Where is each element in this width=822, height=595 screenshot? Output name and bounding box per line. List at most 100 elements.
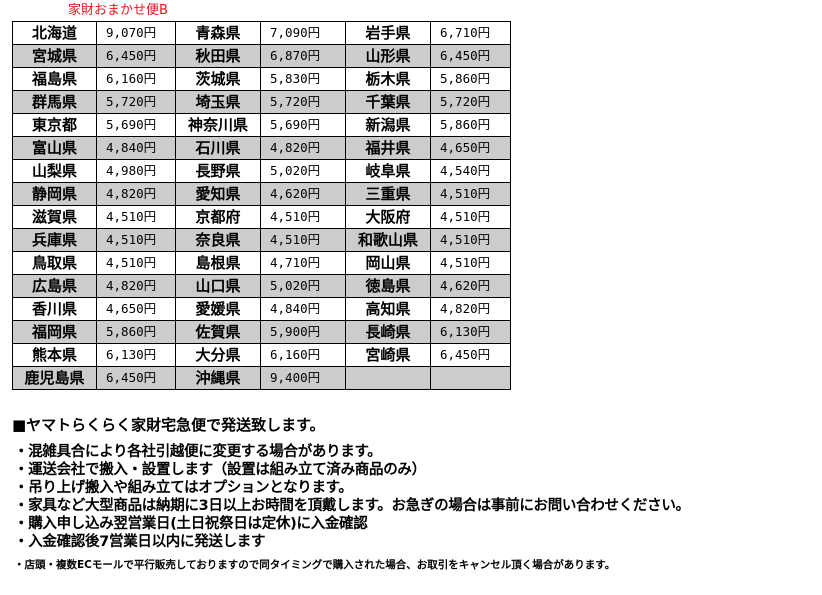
price-cell: 5,690円 <box>260 113 346 137</box>
price-cell <box>430 366 511 390</box>
shipping-plan-title: 家財おまかせ便B <box>68 3 168 18</box>
table-row: 山梨県 4,980円 長野県 5,020円 岐阜県 4,540円 <box>12 159 511 183</box>
prefecture-cell: 島根県 <box>175 251 261 275</box>
table-row: 宮城県 6,450円 秋田県 6,870円 山形県 6,450円 <box>12 44 511 68</box>
prefecture-cell <box>345 366 431 390</box>
price-cell: 4,620円 <box>260 182 346 206</box>
prefecture-cell: 広島県 <box>12 274 97 298</box>
shipping-rate-table: 北海道 9,070円 青森県 7,090円 岩手県 6,710円 宮城県 6,450円 秋田県 6… <box>12 21 511 390</box>
prefecture-cell: 三重県 <box>345 182 431 206</box>
prefecture-cell: 高知県 <box>345 297 431 321</box>
price-cell: 5,860円 <box>96 320 176 344</box>
price-cell: 4,710円 <box>260 251 346 275</box>
price-cell: 4,980円 <box>96 159 176 183</box>
table-row: 福岡県 5,860円 佐賀県 5,900円 長崎県 6,130円 <box>12 320 511 344</box>
table-row: 静岡県 4,820円 愛知県 4,620円 三重県 4,510円 <box>12 182 511 206</box>
prefecture-cell: 鳥取県 <box>12 251 97 275</box>
prefecture-cell: 京都府 <box>175 205 261 229</box>
price-cell: 6,450円 <box>96 366 176 390</box>
prefecture-cell: 北海道 <box>12 21 97 45</box>
price-cell: 4,620円 <box>430 274 511 298</box>
price-cell: 5,720円 <box>430 90 511 114</box>
price-cell: 4,510円 <box>96 205 176 229</box>
prefecture-cell: 群馬県 <box>12 90 97 114</box>
prefecture-cell: 鹿児島県 <box>12 366 97 390</box>
note-item: ・混雑具合により各社引越便に変更する場合があります。 <box>14 444 382 460</box>
price-cell: 4,840円 <box>260 297 346 321</box>
prefecture-cell: 新潟県 <box>345 113 431 137</box>
table-row: 福島県 6,160円 茨城県 5,830円 栃木県 5,860円 <box>12 67 511 91</box>
prefecture-cell: 福岡県 <box>12 320 97 344</box>
table-row: 広島県 4,820円 山口県 5,020円 徳島県 4,620円 <box>12 274 511 298</box>
prefecture-cell: 茨城県 <box>175 67 261 91</box>
price-cell: 7,090円 <box>260 21 346 45</box>
prefecture-cell: 佐賀県 <box>175 320 261 344</box>
price-cell: 6,160円 <box>96 67 176 91</box>
prefecture-cell: 神奈川県 <box>175 113 261 137</box>
price-cell: 6,450円 <box>430 343 511 367</box>
prefecture-cell: 長崎県 <box>345 320 431 344</box>
prefecture-cell: 千葉県 <box>345 90 431 114</box>
price-cell: 6,450円 <box>430 44 511 68</box>
prefecture-cell: 富山県 <box>12 136 97 160</box>
table-row: 鳥取県 4,510円 島根県 4,710円 岡山県 4,510円 <box>12 251 511 275</box>
price-cell: 4,510円 <box>260 228 346 252</box>
prefecture-cell: 長野県 <box>175 159 261 183</box>
prefecture-cell: 青森県 <box>175 21 261 45</box>
prefecture-cell: 沖縄県 <box>175 366 261 390</box>
price-cell: 4,510円 <box>96 228 176 252</box>
prefecture-cell: 和歌山県 <box>345 228 431 252</box>
footnote: ・店頭・複数ECモールで平行販売しておりますので同タイミングで購入された場合、お… <box>14 559 616 571</box>
price-cell: 9,400円 <box>260 366 346 390</box>
prefecture-cell: 福島県 <box>12 67 97 91</box>
table-row: 滋賀県 4,510円 京都府 4,510円 大阪府 4,510円 <box>12 205 511 229</box>
price-cell: 6,450円 <box>96 44 176 68</box>
prefecture-cell: 岐阜県 <box>345 159 431 183</box>
shipping-notes-list: ・混雑具合により各社引越便に変更する場合があります。 ・運送会社で搬入・設置しま… <box>14 443 690 551</box>
price-cell: 5,830円 <box>260 67 346 91</box>
prefecture-cell: 香川県 <box>12 297 97 321</box>
price-cell: 6,870円 <box>260 44 346 68</box>
prefecture-cell: 栃木県 <box>345 67 431 91</box>
table-row: 兵庫県 4,510円 奈良県 4,510円 和歌山県 4,510円 <box>12 228 511 252</box>
prefecture-cell: 奈良県 <box>175 228 261 252</box>
shipping-heading: ■ヤマトらくらく家財宅急便で発送致します。 <box>12 416 325 434</box>
prefecture-cell: 山口県 <box>175 274 261 298</box>
price-cell: 5,690円 <box>96 113 176 137</box>
price-cell: 6,160円 <box>260 343 346 367</box>
price-cell: 4,510円 <box>430 182 511 206</box>
price-cell: 4,840円 <box>96 136 176 160</box>
prefecture-cell: 愛媛県 <box>175 297 261 321</box>
note-item: ・購入申し込み翌営業日(土日祝祭日は定休)に入金確認 <box>14 516 368 532</box>
table-row: 鹿児島県 6,450円 沖縄県 9,400円 <box>12 366 511 390</box>
price-cell: 4,820円 <box>430 297 511 321</box>
prefecture-cell: 山梨県 <box>12 159 97 183</box>
prefecture-cell: 愛知県 <box>175 182 261 206</box>
note-item: ・家具など大型商品は納期に3日以上お時間を頂戴します。お急ぎの場合は事前にお問い… <box>14 498 690 514</box>
table-row: 東京都 5,690円 神奈川県 5,690円 新潟県 5,860円 <box>12 113 511 137</box>
prefecture-cell: 岡山県 <box>345 251 431 275</box>
price-cell: 5,900円 <box>260 320 346 344</box>
price-cell: 5,720円 <box>260 90 346 114</box>
table-row: 富山県 4,840円 石川県 4,820円 福井県 4,650円 <box>12 136 511 160</box>
prefecture-cell: 石川県 <box>175 136 261 160</box>
price-cell: 5,020円 <box>260 274 346 298</box>
price-cell: 6,130円 <box>96 343 176 367</box>
prefecture-cell: 兵庫県 <box>12 228 97 252</box>
prefecture-cell: 大阪府 <box>345 205 431 229</box>
price-cell: 4,510円 <box>96 251 176 275</box>
note-item: ・吊り上げ搬入や組み立てはオプションとなります。 <box>14 480 353 496</box>
table-row: 熊本県 6,130円 大分県 6,160円 宮崎県 6,450円 <box>12 343 511 367</box>
table-row: 北海道 9,070円 青森県 7,090円 岩手県 6,710円 <box>12 21 511 45</box>
prefecture-cell: 大分県 <box>175 343 261 367</box>
price-cell: 4,510円 <box>430 251 511 275</box>
price-cell: 4,820円 <box>260 136 346 160</box>
price-cell: 4,650円 <box>430 136 511 160</box>
prefecture-cell: 福井県 <box>345 136 431 160</box>
price-cell: 4,820円 <box>96 182 176 206</box>
price-cell: 6,130円 <box>430 320 511 344</box>
prefecture-cell: 静岡県 <box>12 182 97 206</box>
price-cell: 6,710円 <box>430 21 511 45</box>
prefecture-cell: 山形県 <box>345 44 431 68</box>
price-cell: 4,650円 <box>96 297 176 321</box>
